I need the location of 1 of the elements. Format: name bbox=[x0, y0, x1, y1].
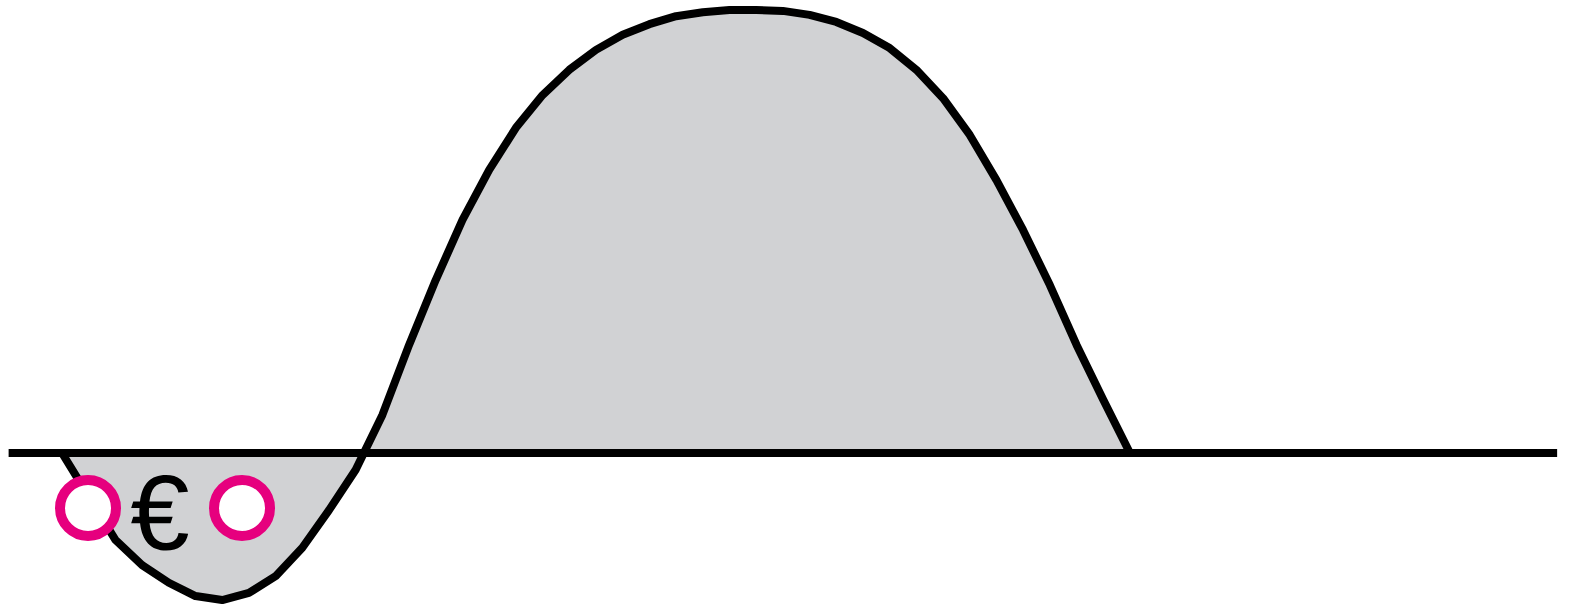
annotation: € bbox=[131, 475, 189, 551]
